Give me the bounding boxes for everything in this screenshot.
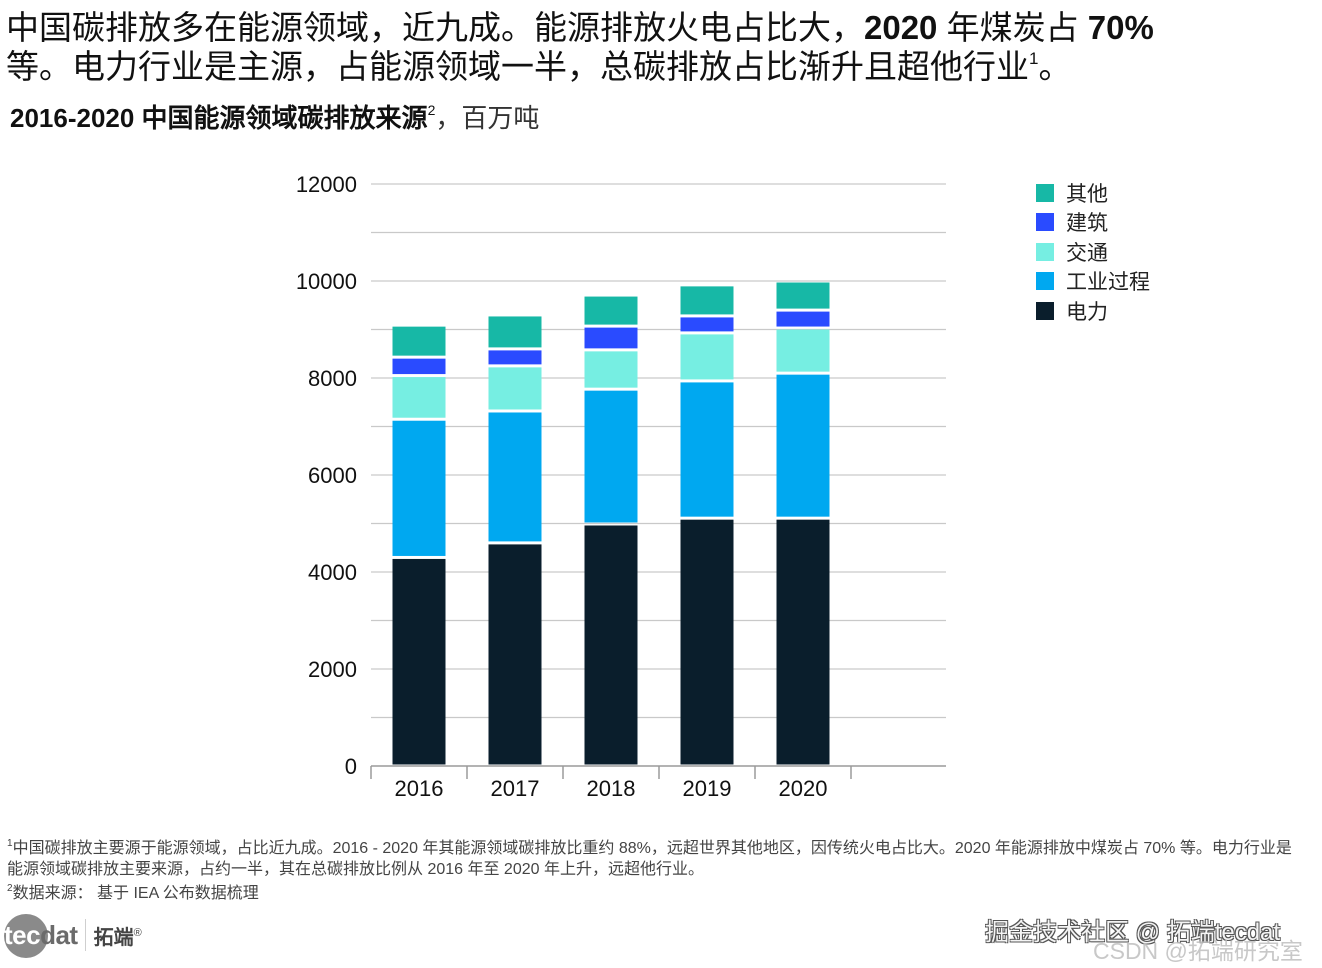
bar-segment bbox=[680, 334, 734, 380]
headline-line-2: 等。电力行业是主源，占能源领域一半，总碳排放占比渐升且超他行业1。 bbox=[6, 47, 1306, 86]
legend-item: 电力 bbox=[1036, 296, 1150, 326]
headline: 中国碳排放多在能源领域，近九成。能源排放火电占比大，2020 年煤炭占 70% … bbox=[6, 8, 1306, 86]
logo-tec: tec bbox=[4, 919, 41, 950]
footnote-marker: 1 bbox=[7, 838, 13, 849]
bar-segment bbox=[584, 390, 638, 523]
x-tick-label: 2020 bbox=[779, 776, 828, 801]
legend-item: 工业过程 bbox=[1036, 267, 1150, 297]
legend-item: 建筑 bbox=[1036, 208, 1150, 238]
chart-unit: ，百万吨 bbox=[435, 103, 540, 133]
legend-swatch bbox=[1036, 301, 1054, 320]
headline-text: 年煤炭占 bbox=[937, 9, 1088, 46]
legend-item: 其他 bbox=[1036, 178, 1150, 208]
legend-swatch bbox=[1036, 183, 1054, 202]
bar-segment bbox=[488, 412, 542, 542]
y-tick-label: 10000 bbox=[296, 269, 357, 294]
footnote-text: 数据来源： 基于 IEA 公布数据梳理 bbox=[12, 885, 259, 902]
logo-dat: dat bbox=[40, 919, 78, 950]
bar-segment bbox=[584, 525, 638, 765]
bar-segment bbox=[680, 286, 734, 315]
watermark-juejin: 掘金技术社区 @ 拓端tecdat bbox=[985, 919, 1281, 946]
x-tick-label: 2019 bbox=[683, 776, 732, 801]
bar-segment bbox=[776, 519, 830, 765]
headline-percent: 70% bbox=[1087, 9, 1154, 46]
bar-segment bbox=[680, 519, 734, 765]
legend-swatch bbox=[1036, 213, 1054, 232]
x-tick-label: 2016 bbox=[395, 776, 444, 801]
y-tick-label: 2000 bbox=[308, 657, 357, 682]
y-tick-label: 12000 bbox=[296, 172, 357, 197]
legend-label: 工业过程 bbox=[1066, 271, 1150, 295]
legend-swatch bbox=[1036, 272, 1054, 291]
bar-segment bbox=[584, 351, 638, 388]
legend-label: 电力 bbox=[1066, 300, 1108, 324]
x-tick-label: 2017 bbox=[491, 776, 540, 801]
chart-title-main: 2016-2020 中国能源领域碳排放来源 bbox=[10, 103, 428, 133]
x-tick-label: 2018 bbox=[587, 776, 636, 801]
bar-segment bbox=[680, 317, 734, 332]
stacked-bar-chart: 0 2000 4000 6000 8000 10000 12000 2016 2017 2018 2… bbox=[296, 172, 946, 801]
bar-segment bbox=[488, 544, 542, 765]
headline-text: 等。电力行业是主源，占能源领域一半，总碳排放占比渐升且超他行业 bbox=[6, 48, 1029, 85]
bar-segment bbox=[392, 326, 446, 356]
logo-wordmark: tecdat bbox=[4, 920, 78, 951]
tecdat-logo: tecdat 拓端® bbox=[4, 914, 142, 958]
y-tick-label: 6000 bbox=[308, 463, 357, 488]
legend-label: 建筑 bbox=[1066, 212, 1108, 236]
bar-segment bbox=[584, 327, 638, 349]
footnotes: 1中国碳排放主要源于能源领域，占比近九成。2016 - 2020 年其能源领域碳… bbox=[7, 838, 1307, 904]
logo-chinese: 拓端® bbox=[94, 921, 142, 950]
bar-segment bbox=[392, 358, 446, 375]
footnote-1: 1中国碳排放主要源于能源领域，占比近九成。2016 - 2020 年其能源领域碳… bbox=[7, 838, 1307, 880]
bar-segment bbox=[680, 382, 734, 517]
bar-segment bbox=[584, 296, 638, 325]
legend-label: 交通 bbox=[1066, 241, 1108, 265]
headline-line-1: 中国碳排放多在能源领域，近九成。能源排放火电占比大，2020 年煤炭占 70% bbox=[6, 8, 1306, 47]
legend-item: 交通 bbox=[1036, 237, 1150, 267]
bar-segment bbox=[776, 329, 830, 372]
logo-divider bbox=[84, 919, 86, 951]
bar-segment bbox=[776, 282, 830, 309]
chart-title: 2016-2020 中国能源领域碳排放来源2，百万吨 bbox=[10, 101, 539, 135]
legend-label: 其他 bbox=[1066, 182, 1108, 206]
bar-segment bbox=[488, 316, 542, 348]
y-tick-label: 8000 bbox=[308, 366, 357, 391]
bar-segment bbox=[776, 374, 830, 517]
headline-text: 。 bbox=[1038, 48, 1072, 85]
headline-year: 2020 bbox=[864, 9, 938, 46]
y-tick-label: 0 bbox=[345, 754, 357, 779]
footnote-ref: 1 bbox=[1029, 49, 1039, 68]
headline-text: 中国碳排放多在能源领域，近九成。能源排放火电占比大， bbox=[6, 9, 864, 46]
legend: 其他建筑交通工业过程电力 bbox=[1036, 178, 1150, 326]
bar-segment bbox=[488, 367, 542, 410]
logo-cn-text: 拓端 bbox=[93, 926, 134, 949]
footnote-2: 2数据来源： 基于 IEA 公布数据梳理 bbox=[7, 883, 1307, 904]
bar-segment bbox=[392, 420, 446, 556]
footnote-marker: 2 bbox=[7, 883, 13, 894]
logo-circle-icon bbox=[4, 914, 48, 958]
bar-segment bbox=[392, 377, 446, 418]
footnote-text: 中国碳排放主要源于能源领域，占比近九成。2016 - 2020 年其能源领域碳排… bbox=[7, 840, 1292, 878]
bar-segment bbox=[776, 311, 830, 327]
watermark-csdn: CSDN @拓端研究室 bbox=[1093, 938, 1303, 964]
bar-segment bbox=[488, 350, 542, 365]
registered-mark: ® bbox=[133, 926, 142, 939]
y-tick-label: 4000 bbox=[308, 560, 357, 585]
bar-segment bbox=[392, 558, 446, 765]
legend-swatch bbox=[1036, 242, 1054, 261]
footnote-ref: 2 bbox=[427, 102, 436, 118]
